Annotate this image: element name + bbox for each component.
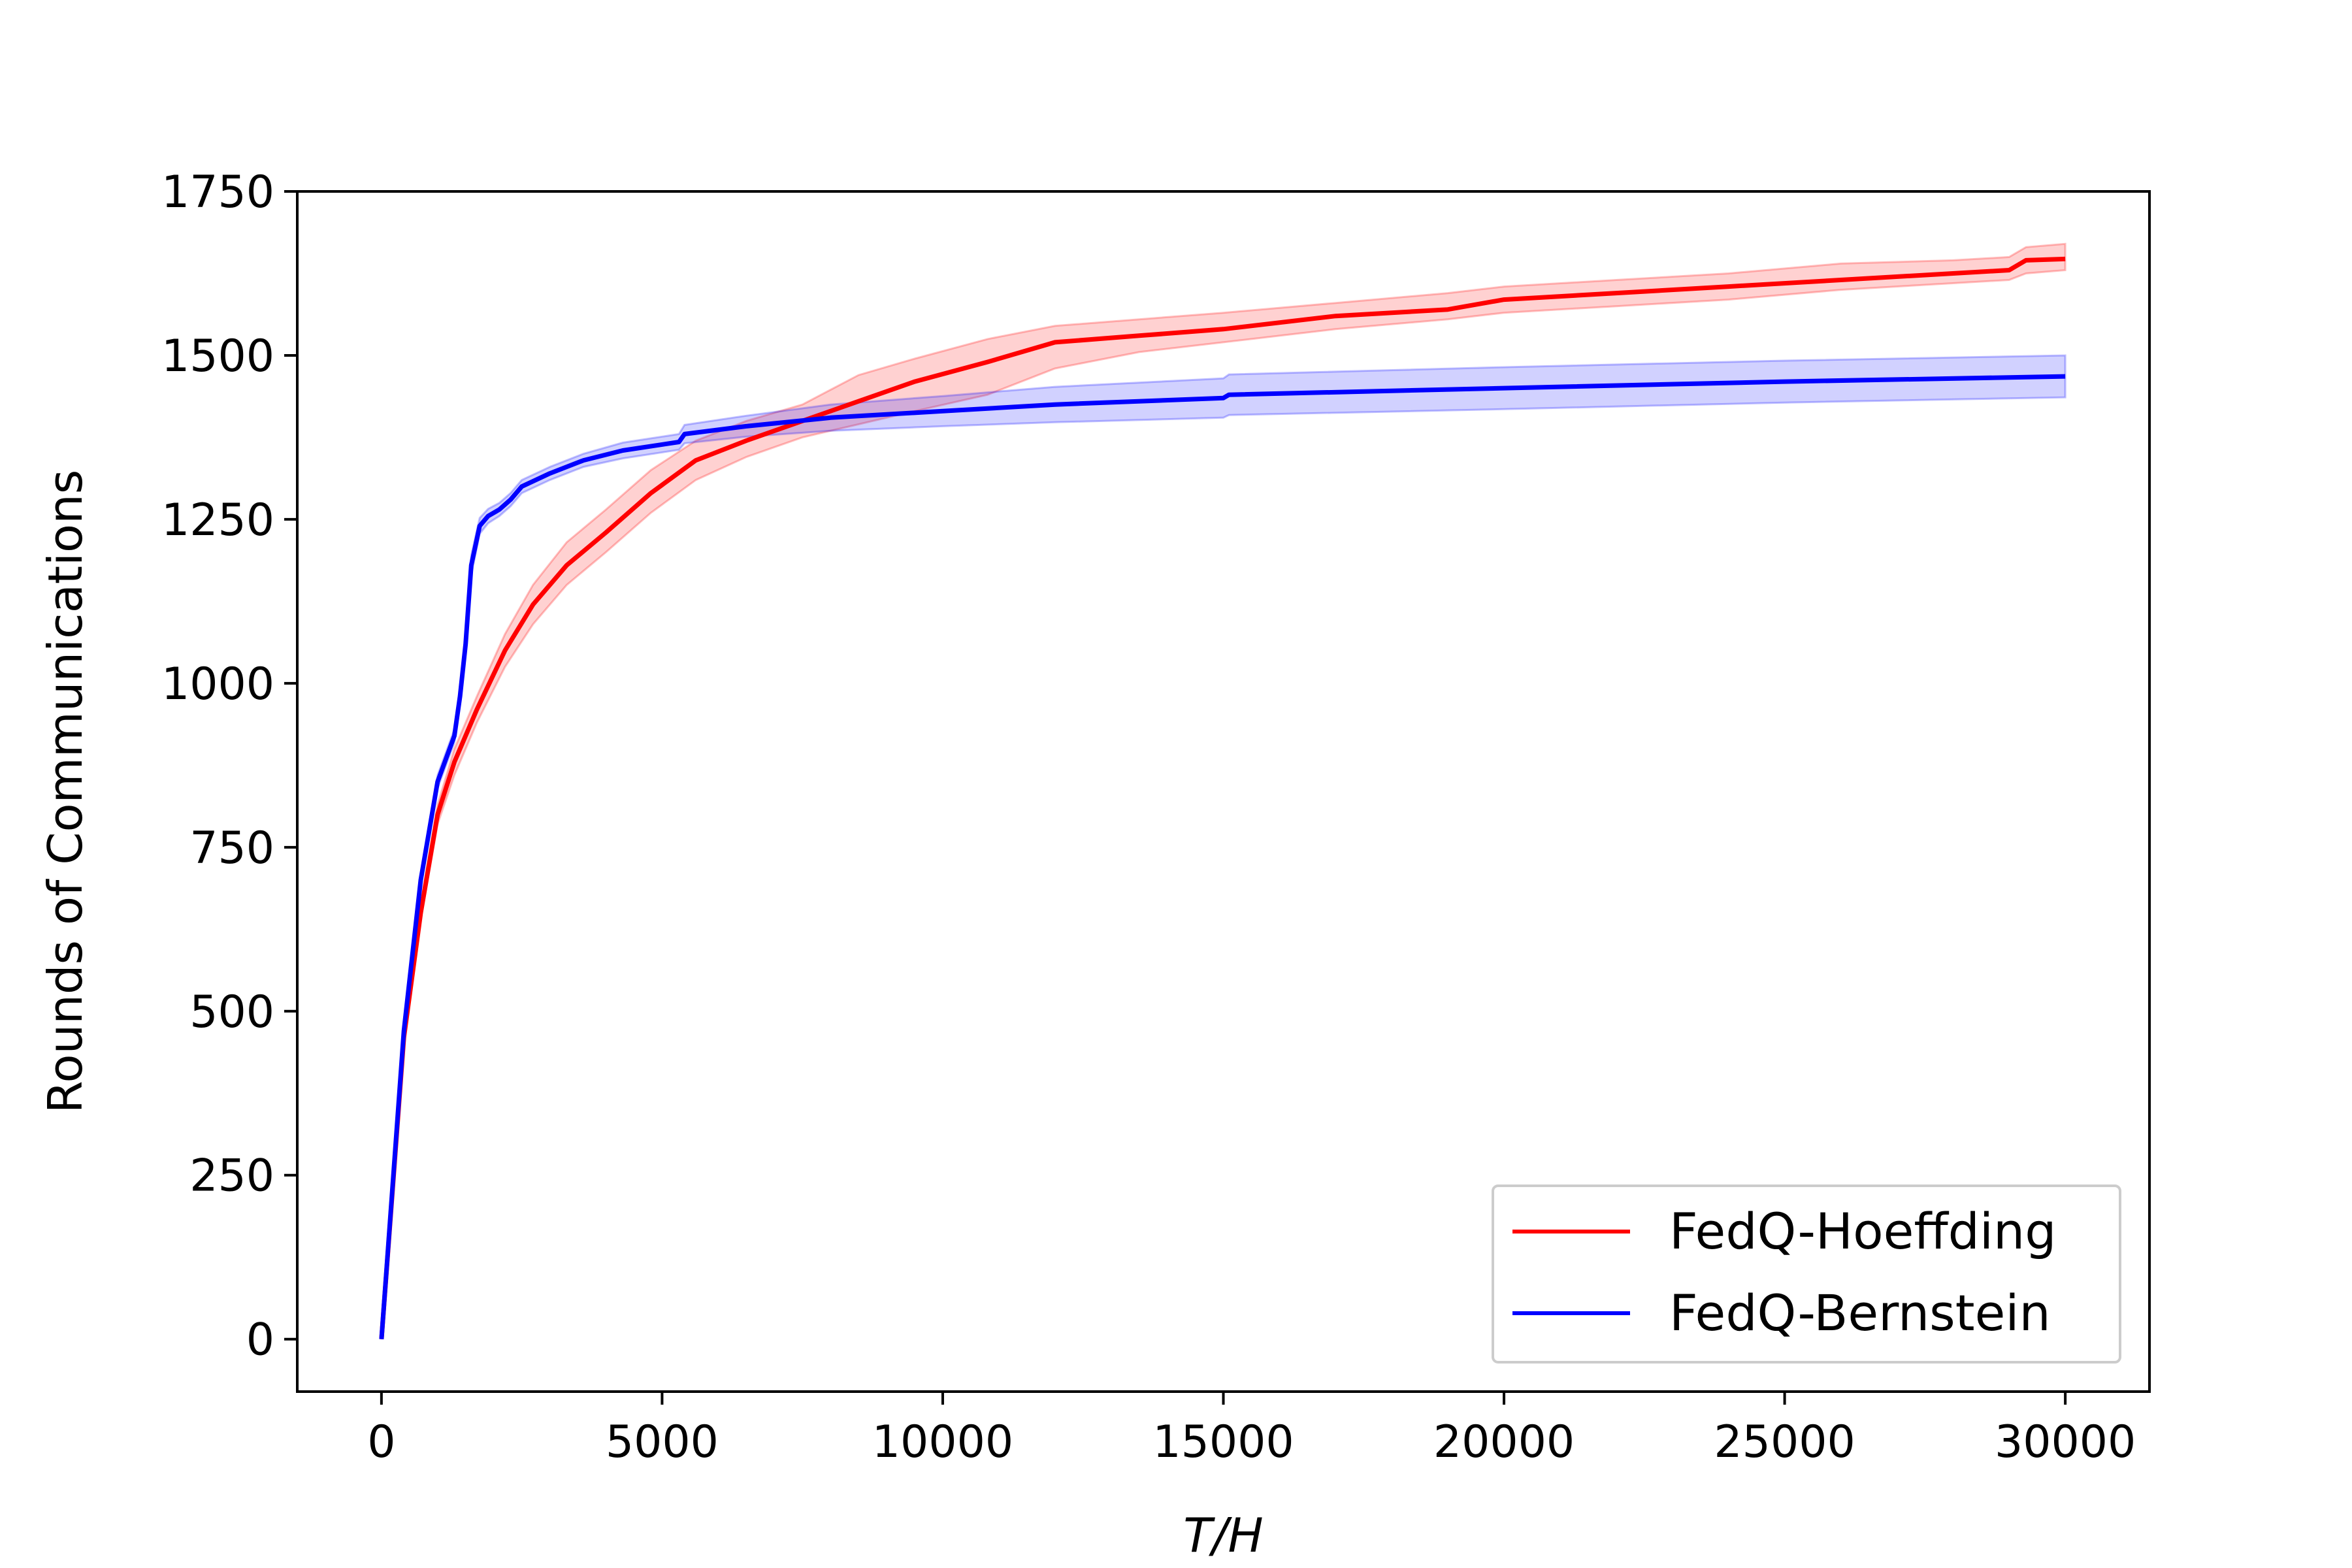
x-tick-label-0: 0 xyxy=(367,1416,395,1468)
x-tick-label-30000: 30000 xyxy=(1995,1416,2136,1468)
band-fedq-hoeffding xyxy=(380,242,2066,1339)
y-tick-label-1000: 1000 xyxy=(161,659,274,710)
x-tick-label-5000: 5000 xyxy=(606,1416,719,1468)
legend-label-fedq-hoeffding: FedQ-Hoeffding xyxy=(1669,1202,2056,1260)
line-fedq-hoeffding xyxy=(379,256,2066,1339)
line-fedq-bernstein xyxy=(379,374,2066,1339)
series-lines xyxy=(379,256,2066,1339)
x-tick-label-10000: 10000 xyxy=(872,1416,1013,1468)
y-tick-label-1250: 1250 xyxy=(161,495,274,546)
y-tick-label-750: 750 xyxy=(189,823,274,874)
x-tick-label-25000: 25000 xyxy=(1714,1416,1855,1468)
x-tick-label-20000: 20000 xyxy=(1433,1416,1575,1468)
y-tick-label-0: 0 xyxy=(246,1315,274,1366)
x-axis-label: T/H xyxy=(1183,1508,1263,1563)
x-tick-label-15000: 15000 xyxy=(1152,1416,1294,1468)
y-tick-label-1500: 1500 xyxy=(161,331,274,382)
legend-box xyxy=(1492,1184,2121,1364)
y-axis-label: Rounds of Communications xyxy=(38,470,93,1114)
legend: FedQ-Hoeffding FedQ-Bernstein xyxy=(1492,1184,2121,1364)
y-tick-label-1750: 1750 xyxy=(161,167,274,218)
y-tick-label-500: 500 xyxy=(189,987,274,1038)
legend-label-fedq-bernstein: FedQ-Bernstein xyxy=(1669,1284,2051,1342)
y-tick-label-250: 250 xyxy=(189,1151,274,1202)
x-axis-ticks: 0 5000 10000 15000 20000 25000 30000 xyxy=(367,1392,2136,1468)
y-axis-ticks: 0 250 500 750 1000 1250 1500 1750 xyxy=(161,167,297,1366)
